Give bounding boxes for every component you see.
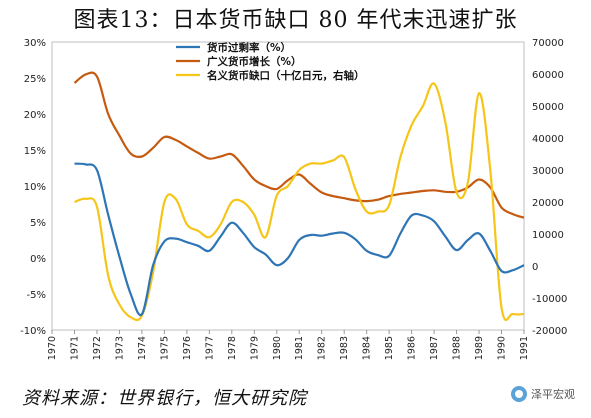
x-tick-label: 1987 — [429, 336, 440, 360]
x-tick-label: 1980 — [272, 336, 283, 360]
x-tick-label: 1978 — [227, 336, 238, 360]
x-tick-label: 1984 — [362, 336, 373, 360]
plot-frame — [51, 41, 525, 331]
legend-label: 广义货币增长（%） — [207, 55, 302, 68]
x-tick-label: 1991 — [519, 336, 530, 360]
x-tick-label: 1973 — [114, 336, 125, 360]
x-tick-label: 1989 — [474, 336, 485, 360]
y-right-tick-label: 60000 — [532, 70, 564, 81]
chart-title: 图表13：日本货币缺口 80 年代末迅速扩张 — [73, 8, 518, 33]
x-tick-label: 1979 — [249, 336, 260, 360]
y-right-tick-label: 40000 — [532, 134, 564, 145]
x-tick-label: 1974 — [137, 336, 148, 360]
y-left-tick-label: 20% — [24, 110, 46, 121]
right-axis-ticks: 70000 60000 50000 40000 30000 20000 10000 0 -100… — [532, 38, 567, 337]
wechat-icon — [511, 386, 527, 402]
y-right-tick-label: -20000 — [532, 326, 567, 337]
logo-text: 泽平宏观 — [531, 388, 575, 401]
y-right-tick-label: 30000 — [532, 166, 564, 177]
y-left-tick-label: -10% — [20, 326, 46, 337]
x-tick-label: 1988 — [452, 336, 463, 360]
watermark-logo: 泽平宏观 — [511, 386, 575, 402]
x-tick-label: 1985 — [384, 336, 395, 360]
y-left-tick-label: 0% — [30, 254, 46, 265]
y-right-tick-label: 70000 — [532, 38, 564, 49]
y-right-tick-label: 20000 — [532, 198, 564, 209]
y-right-tick-label: 50000 — [532, 102, 564, 113]
y-right-tick-label: -10000 — [532, 294, 567, 305]
x-tick-label: 1982 — [317, 336, 328, 360]
y-left-tick-label: 30% — [24, 38, 46, 49]
x-tick-label: 1971 — [69, 336, 80, 360]
left-axis-ticks: 30% 25% 20% 15% 10% 5% 0% -5% -10% — [20, 38, 46, 337]
x-tick-label: 1976 — [182, 336, 193, 360]
x-tick-label: 1990 — [497, 336, 508, 360]
x-tick-label: 1983 — [339, 336, 350, 360]
series-line-2 — [73, 71, 525, 219]
x-tick-label: 1986 — [407, 336, 418, 360]
y-left-tick-label: 5% — [30, 218, 46, 229]
x-tick-label: 1981 — [294, 336, 305, 360]
y-right-tick-label: 10000 — [532, 230, 564, 241]
legend-label: 货币过剩率（%） — [206, 41, 291, 54]
y-left-tick-label: 25% — [24, 74, 46, 85]
plot-border — [51, 41, 525, 331]
series-line-3 — [74, 82, 525, 322]
x-axis-ticks: 1970 1971 1972 1973 1974 1975 1976 1977 1978 1979… — [47, 330, 530, 360]
y-left-tick-label: 15% — [24, 146, 46, 157]
series-line-1 — [74, 162, 525, 317]
y-left-tick-label: 10% — [24, 182, 46, 193]
x-tick-label: 1977 — [204, 336, 215, 360]
x-tick-label: 1970 — [47, 336, 58, 360]
x-tick-label: 1975 — [159, 336, 170, 360]
y-right-tick-label: 0 — [532, 262, 538, 273]
legend: 货币过剩率（%）广义货币增长（%）名义货币缺口（十亿日元，右轴） — [176, 41, 365, 82]
legend-label: 名义货币缺口（十亿日元，右轴） — [207, 69, 365, 82]
series-lines — [73, 71, 525, 322]
x-tick-label: 1972 — [92, 336, 103, 360]
line-chart: 30% 25% 20% 15% 10% 5% 0% -5% -10% 70000 60000 500… — [20, 38, 567, 360]
y-left-tick-label: -5% — [27, 290, 46, 301]
source-note: 资料来源：世界银行，恒大研究院 — [22, 388, 307, 409]
